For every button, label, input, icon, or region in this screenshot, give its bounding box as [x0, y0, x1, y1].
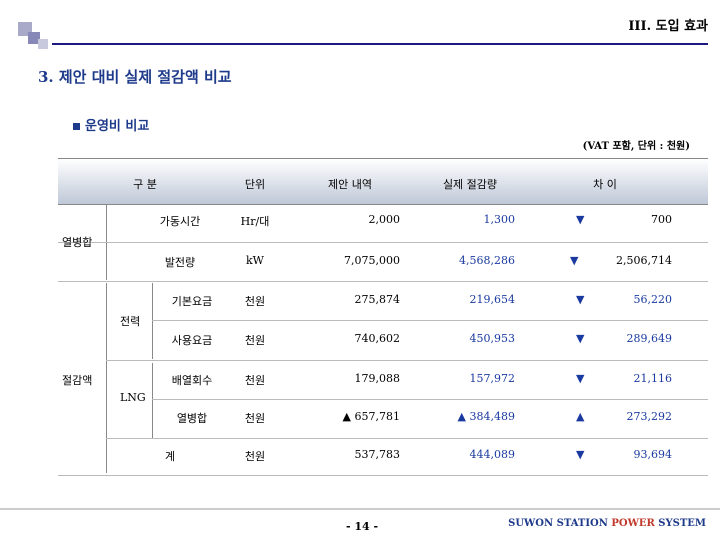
row-proposal: 2,000: [368, 213, 401, 226]
group-label-savings: 절감액: [62, 374, 93, 387]
row-unit: kW: [246, 254, 264, 267]
row-unit: Hr/대: [240, 215, 270, 228]
table-header: [58, 158, 708, 205]
group-label-cogeneration: 열병합: [62, 236, 93, 249]
row-unit: 천원: [244, 450, 266, 463]
down-arrow-icon: ▼: [576, 448, 585, 461]
down-arrow-icon: ▼: [576, 332, 585, 345]
row-divider: [58, 475, 708, 476]
brand-part: SYSTEM: [654, 518, 706, 529]
row-actual: 157,972: [469, 372, 516, 385]
down-arrow-icon: ▼: [576, 372, 585, 385]
row-item: 기본요금: [171, 295, 213, 308]
page-number: - 14 -: [346, 520, 379, 533]
row-proposal: 740,602: [354, 332, 401, 345]
row-proposal: 275,874: [354, 293, 401, 306]
row-divider: [106, 438, 708, 439]
group-label-lng: LNG: [120, 391, 146, 404]
row-proposal: ▲ 657,781: [342, 410, 400, 423]
row-divider: [152, 399, 708, 400]
row-diff: 2,506,714: [616, 254, 672, 267]
row-unit: 천원: [244, 295, 266, 308]
row-actual: 219,654: [469, 293, 516, 306]
row-unit: 천원: [244, 412, 266, 425]
row-divider: [106, 360, 708, 361]
section-header: III. 도입 효과: [628, 19, 708, 34]
row-proposal: 179,088: [354, 372, 401, 385]
brand-part: SUWON STATION: [508, 518, 612, 529]
row-actual: 444,089: [469, 448, 516, 461]
row-diff: 21,116: [633, 372, 673, 385]
row-diff: 273,292: [626, 410, 673, 423]
row-diff: 93,694: [633, 448, 673, 461]
row-diff: 700: [651, 213, 672, 226]
row-actual: 4,568,286: [459, 254, 515, 267]
unit-note: (VAT 포함, 단위 : 천원): [582, 141, 690, 152]
row-item: 계: [164, 450, 176, 463]
footer-rule: [0, 508, 720, 510]
row-actual: 450,953: [469, 332, 516, 345]
col-header-actual: 실제 절감량: [442, 178, 498, 191]
row-actual: 1,300: [483, 213, 516, 226]
down-arrow-icon: ▼: [576, 293, 585, 306]
subtitle-text: 운영비 비교: [85, 119, 150, 134]
group-divider: [152, 283, 153, 359]
row-diff: 289,649: [626, 332, 673, 345]
row-divider: [58, 242, 708, 243]
subtitle: 운영비 비교: [73, 115, 149, 134]
row-actual: ▲ 384,489: [457, 410, 515, 423]
row-item: 가동시간: [159, 215, 201, 228]
footer-brand: SUWON STATION POWER SYSTEM: [508, 518, 706, 529]
row-divider: [58, 281, 708, 282]
down-arrow-icon: ▼: [576, 213, 585, 226]
col-header-proposal: 제안 내역: [328, 178, 372, 191]
decor-square: [28, 32, 40, 44]
bullet-icon: [73, 123, 80, 130]
down-arrow-icon: ▼: [570, 254, 579, 267]
group-label-electricity: 전력: [120, 315, 141, 328]
up-arrow-icon: ▲: [576, 410, 585, 423]
row-diff: 56,220: [633, 293, 673, 306]
row-item: 열병합: [176, 412, 208, 425]
row-unit: 천원: [244, 334, 266, 347]
header-rule: [52, 43, 708, 45]
row-proposal: 537,783: [354, 448, 401, 461]
row-proposal: 7,075,000: [344, 254, 400, 267]
row-item: 사용요금: [171, 334, 213, 347]
col-header-diff: 차 이: [593, 178, 617, 191]
row-item: 발전량: [164, 256, 196, 269]
col-header-category: 구 분: [133, 178, 157, 191]
decor-square: [38, 39, 48, 49]
group-divider: [152, 363, 153, 439]
row-item: 배열회수: [171, 374, 213, 387]
col-header-unit: 단위: [244, 178, 266, 191]
row-divider: [152, 320, 708, 321]
brand-highlight: POWER: [611, 518, 655, 529]
row-unit: 천원: [244, 374, 266, 387]
group-divider: [106, 283, 107, 473]
page-title: 3. 제안 대비 실제 절감액 비교: [38, 68, 232, 86]
